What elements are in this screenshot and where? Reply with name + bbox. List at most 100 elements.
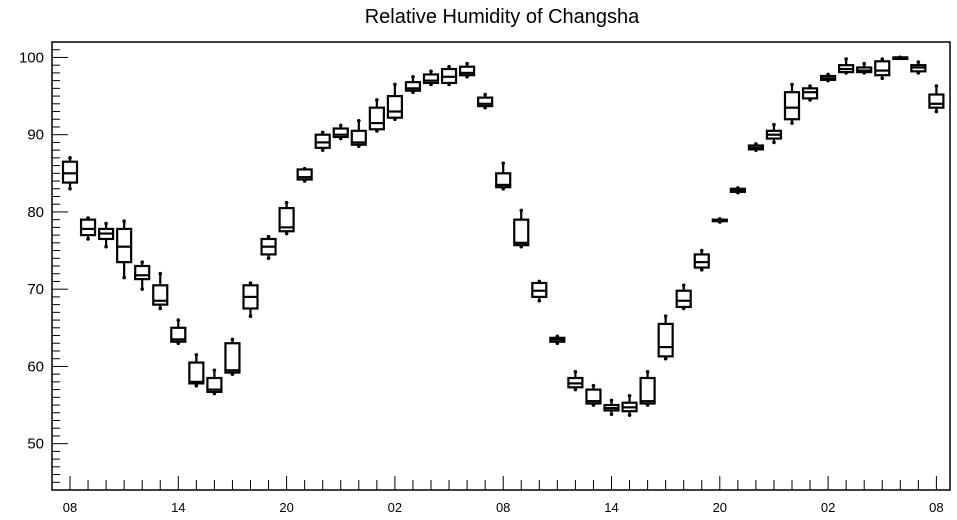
min-cap: [68, 186, 72, 191]
max-cap: [248, 281, 253, 285]
max-cap: [699, 248, 704, 253]
chart-title: Relative Humidity of Changsha: [365, 6, 640, 28]
max-cap: [681, 283, 686, 288]
iqr-box: [928, 93, 945, 109]
box-series: [61, 55, 945, 417]
x-tick-label: 02: [821, 500, 835, 515]
min-cap: [140, 287, 144, 291]
min-cap: [772, 140, 776, 145]
max-cap: [465, 61, 469, 66]
iqr-box: [495, 172, 512, 189]
max-cap: [68, 156, 72, 160]
max-cap: [645, 370, 650, 374]
y-tick-label: 80: [27, 204, 44, 221]
y-tick-label: 100: [19, 49, 44, 66]
max-cap: [320, 130, 325, 135]
iqr-box: [513, 218, 530, 247]
iqr-box: [332, 127, 349, 139]
max-cap: [501, 161, 506, 166]
iqr-box: [422, 73, 440, 85]
box-43: [838, 57, 855, 75]
box-10: [242, 281, 259, 319]
box-30: [603, 398, 620, 417]
iqr-box: [801, 87, 819, 100]
min-cap: [284, 231, 289, 236]
min-cap: [699, 268, 704, 272]
x-tick-label: 08: [929, 500, 943, 515]
box-39: [765, 122, 783, 145]
iqr-box: [404, 81, 422, 92]
box-1: [79, 216, 97, 241]
max-cap: [122, 219, 126, 223]
box-26: [531, 279, 548, 303]
box-5: [152, 271, 169, 311]
box-41: [801, 84, 819, 102]
x-tick-label: 02: [388, 500, 402, 515]
box-16: [350, 118, 367, 149]
min-cap: [158, 306, 163, 311]
max-cap: [772, 122, 776, 127]
iqr-box: [639, 376, 656, 405]
max-cap: [609, 398, 614, 403]
min-cap: [104, 244, 108, 249]
iqr-box: [188, 361, 205, 385]
iqr-box: [874, 60, 891, 77]
box-29: [585, 383, 602, 407]
iqr-box: [61, 160, 79, 184]
box-0: [61, 156, 79, 191]
box-48: [928, 84, 945, 114]
min-cap: [663, 356, 668, 361]
min-cap: [880, 76, 885, 81]
box-25: [513, 208, 530, 249]
max-cap: [104, 221, 108, 226]
x-tick-label: 20: [713, 500, 727, 515]
box-19: [404, 74, 422, 95]
x-tick-label: 14: [171, 500, 185, 515]
box-35: [693, 248, 710, 272]
max-cap: [934, 84, 939, 88]
iqr-box: [134, 264, 151, 281]
max-cap: [140, 260, 144, 264]
max-cap: [266, 234, 271, 239]
min-cap: [537, 298, 542, 303]
iqr-box: [116, 227, 133, 264]
box-20: [422, 69, 440, 87]
min-cap: [122, 275, 126, 280]
min-cap: [934, 109, 939, 114]
iqr-box: [585, 388, 602, 405]
iqr-box: [350, 129, 367, 146]
max-cap: [808, 84, 812, 88]
plot-frame: [51, 41, 951, 491]
x-tick-label: 08: [496, 500, 510, 515]
box-33: [657, 314, 674, 361]
box-9: [224, 337, 241, 376]
min-cap: [194, 383, 199, 388]
min-cap: [266, 256, 271, 261]
max-cap: [411, 74, 415, 79]
box-37: [729, 186, 746, 195]
y-tick-label: 90: [27, 127, 44, 144]
max-cap: [284, 200, 289, 205]
x-tick-label: 08: [63, 500, 77, 515]
iqr-box: [459, 65, 476, 77]
x-tick-label: 14: [604, 500, 618, 515]
max-cap: [483, 92, 487, 97]
box-12: [278, 200, 295, 236]
box-6: [170, 318, 187, 346]
max-cap: [862, 61, 866, 66]
box-46: [892, 55, 909, 61]
box-31: [621, 393, 638, 417]
box-47: [910, 60, 927, 75]
iqr-box: [278, 206, 295, 233]
box-21: [440, 64, 458, 87]
iqr-box: [79, 218, 97, 237]
iqr-box: [477, 96, 494, 108]
max-cap: [844, 57, 848, 61]
box-27: [549, 334, 566, 346]
iqr-box: [783, 91, 801, 121]
iqr-box: [693, 253, 710, 269]
box-38: [747, 142, 765, 152]
box-23: [477, 92, 494, 110]
box-42: [819, 72, 837, 83]
box-32: [639, 370, 656, 407]
